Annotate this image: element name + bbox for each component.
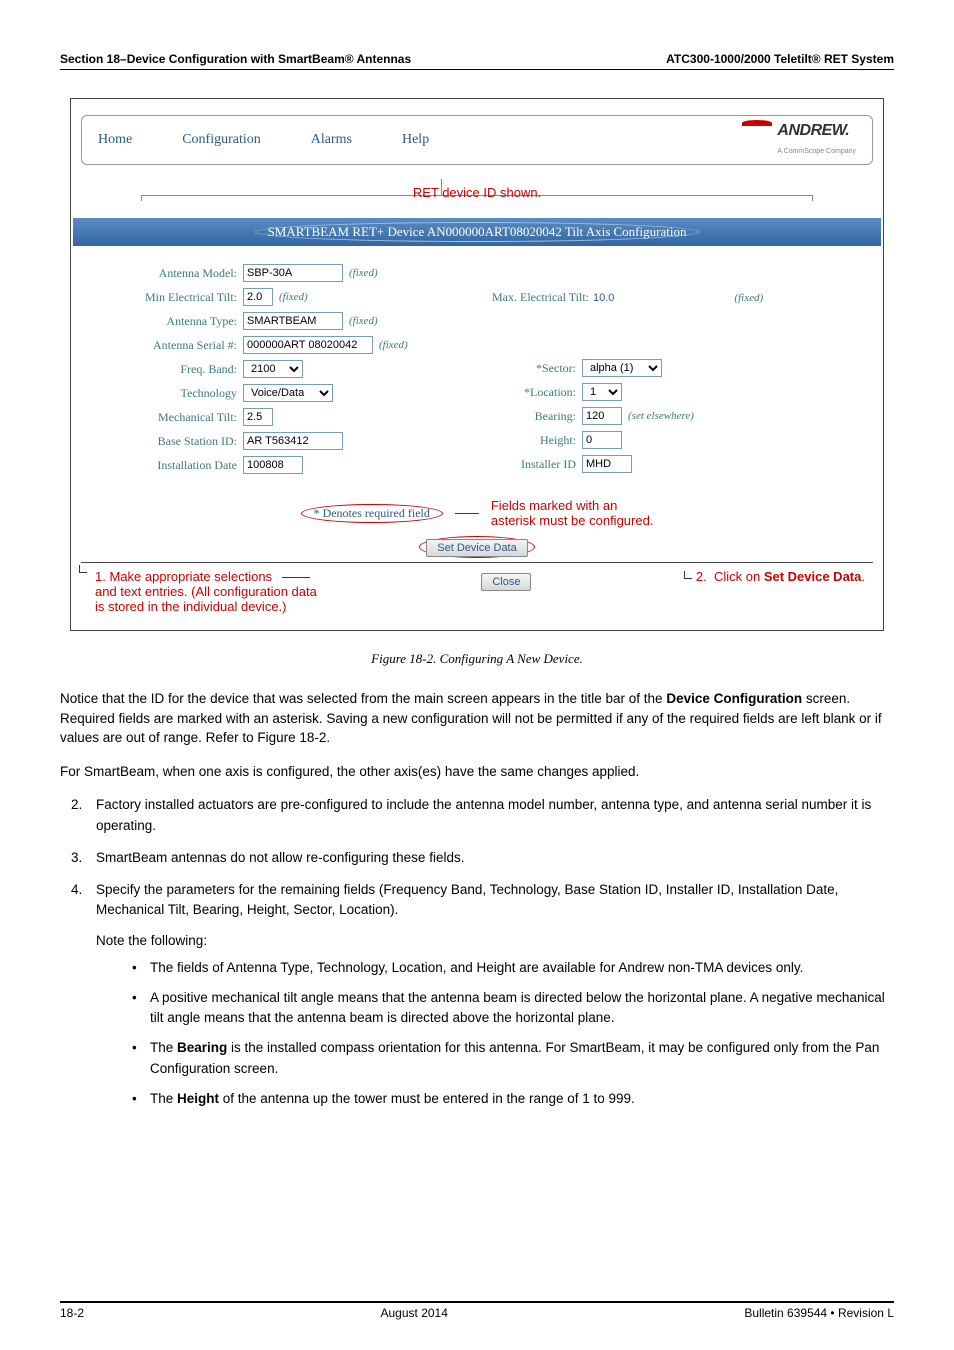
logo-swoosh: [742, 120, 772, 126]
nav-bar: Home Configuration Alarms Help ANDREW. A…: [81, 115, 873, 165]
min-tilt-input[interactable]: [243, 288, 273, 306]
freq-band-select[interactable]: 2100: [243, 360, 303, 378]
nav-config[interactable]: Configuration: [182, 132, 261, 148]
nav-help[interactable]: Help: [402, 132, 429, 148]
max-tilt-value: 10.0: [593, 292, 614, 304]
footer-page: 18-2: [60, 1306, 84, 1320]
sector-label: *Sector:: [492, 361, 582, 376]
serial-input[interactable]: [243, 336, 373, 354]
base-station-input[interactable]: [243, 432, 343, 450]
set-device-button[interactable]: Set Device Data: [426, 539, 527, 557]
installer-input[interactable]: [582, 455, 632, 473]
bullet-4: The Height of the antenna up the tower m…: [132, 1089, 894, 1109]
section-title: Section 18–Device Configuration with Sma…: [60, 52, 411, 66]
figure-caption: Figure 18-2. Configuring A New Device.: [60, 651, 894, 667]
installer-label: Installer ID: [492, 457, 582, 472]
fixed-tag: (fixed): [279, 291, 308, 303]
instr1-num: 1.: [95, 569, 106, 584]
close-button[interactable]: Close: [481, 573, 531, 591]
note-following: Note the following:: [96, 933, 894, 948]
footer-date: August 2014: [381, 1306, 448, 1320]
fixed-tag: (fixed): [349, 315, 378, 327]
bullet-1: The fields of Antenna Type, Technology, …: [132, 958, 894, 978]
instr1c: is stored in the individual device.): [95, 599, 317, 614]
fixed-tag: (fixed): [379, 339, 408, 351]
serial-label: Antenna Serial #:: [111, 338, 243, 353]
install-date-label: Installation Date: [111, 458, 243, 473]
mech-tilt-label: Mechanical Tilt:: [111, 410, 243, 425]
para2: For SmartBeam, when one axis is configur…: [60, 762, 894, 782]
footer-bulletin: Bulletin 639544 • Revision L: [744, 1306, 894, 1320]
fixed-tag: (fixed): [734, 292, 763, 304]
sector-select[interactable]: alpha (1): [582, 359, 662, 377]
list-item-3: SmartBeam antennas do not allow re-confi…: [86, 848, 894, 868]
nav-home[interactable]: Home: [98, 132, 132, 148]
location-label: *Location:: [492, 385, 582, 400]
bearing-input[interactable]: [582, 407, 622, 425]
min-tilt-label: Min Electrical Tilt:: [111, 290, 243, 305]
mech-tilt-input[interactable]: [243, 408, 273, 426]
antenna-model-label: Antenna Model:: [111, 266, 243, 281]
freq-band-label: Freq. Band:: [111, 362, 243, 377]
antenna-model-input[interactable]: [243, 264, 343, 282]
nav-alarms[interactable]: Alarms: [311, 132, 352, 148]
height-input[interactable]: [582, 431, 622, 449]
technology-select[interactable]: Voice/Data: [243, 384, 333, 402]
bullet-3: The Bearing is the installed compass ori…: [132, 1038, 894, 1079]
list-item-2: Factory installed actuators are pre-conf…: [86, 795, 894, 836]
height-label: Height:: [492, 433, 582, 448]
denotes-required: * Denotes required field: [301, 504, 443, 523]
instr1b: and text entries. (All configuration dat…: [95, 584, 317, 599]
bearing-note: (set elsewhere): [628, 410, 694, 422]
andrew-logo: ANDREW. A CommScope Company: [777, 122, 856, 158]
fixed-tag: (fixed): [349, 267, 378, 279]
title-bar: SMARTBEAM RET+ Device AN000000ART0802004…: [255, 222, 700, 242]
max-tilt-label: Max. Electrical Tilt:: [492, 290, 589, 305]
doc-title: ATC300-1000/2000 Teletilt® RET System: [666, 52, 894, 66]
ret-id-annotation: RET device ID shown.: [413, 185, 541, 200]
list-item-4: Specify the parameters for the remaining…: [86, 880, 894, 921]
fields-marked-note: Fields marked with an: [491, 498, 654, 513]
base-station-label: Base Station ID:: [111, 434, 243, 449]
location-select[interactable]: 1: [582, 383, 622, 401]
screenshot-window: Home Configuration Alarms Help ANDREW. A…: [70, 98, 884, 631]
bearing-label: Bearing:: [492, 409, 582, 424]
bullet-2: A positive mechanical tilt angle means t…: [132, 988, 894, 1029]
asterisk-note: asterisk must be configured.: [491, 513, 654, 528]
instr1a: Make appropriate selections: [109, 569, 272, 584]
para1: Notice that the ID for the device that w…: [60, 689, 894, 748]
antenna-type-label: Antenna Type:: [111, 314, 243, 329]
technology-label: Technology: [111, 386, 243, 401]
antenna-type-input[interactable]: [243, 312, 343, 330]
install-date-input[interactable]: [243, 456, 303, 474]
instr2: 2. Click on Set Device Data.: [696, 569, 865, 584]
